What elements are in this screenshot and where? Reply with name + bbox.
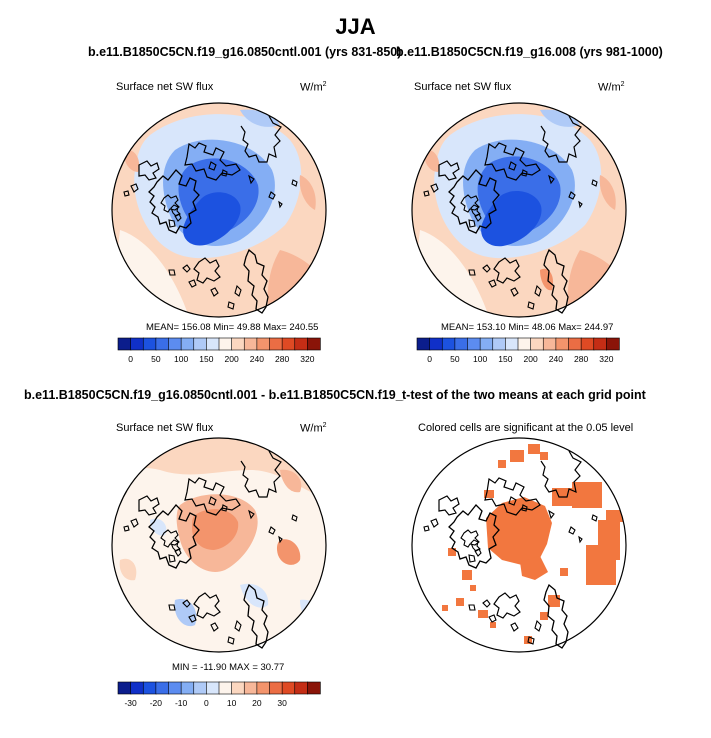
panel1-colorbar-swatch [269, 337, 283, 351]
panel4-map [411, 437, 627, 653]
panel3-colorbar-swatch [117, 681, 132, 695]
panel1-colorbar-swatch [117, 337, 132, 351]
panel2-colorbar-swatch [467, 337, 481, 351]
panel2-colorbar-swatch [416, 337, 431, 351]
panel1-stats: MEAN= 156.08 Min= 49.88 Max= 240.55 [146, 322, 319, 333]
panel2-colorbar-swatch [505, 337, 519, 351]
panel2-colorbar-swatch [530, 337, 544, 351]
panel2-colorbar-swatch [441, 337, 456, 351]
panel3-colorbar-tick-label: 20 [252, 698, 262, 708]
panel1-colorbar-swatch [307, 337, 321, 351]
panel3-colorbar-swatch [294, 681, 309, 695]
panel3-colorbar: -30 -20 -10 0 10 20 30 [117, 681, 321, 708]
panel1-colorbar-tick-label: 280 [275, 354, 289, 364]
panel2-colorbar-tick-label: 50 [450, 354, 460, 364]
panel1-colorbar-swatch [231, 337, 245, 351]
panel3-colorbar-swatch [168, 681, 182, 695]
panel3-colorbar-tick-label: -10 [175, 698, 188, 708]
panel3-colorbar-tick-label: 10 [227, 698, 237, 708]
panel2-subtitle: Surface net SW flux [414, 81, 512, 93]
panel2-colorbar: 0 50 100 150 200 240 280 320 [416, 337, 620, 364]
panel2-colorbar-tick-label: 200 [524, 354, 538, 364]
panel3-colorbar-swatch [193, 681, 208, 695]
panel3-colorbar-tick-label: 0 [204, 698, 209, 708]
panel3-colorbar-swatch [256, 681, 271, 695]
panel1-colorbar-swatch [294, 337, 309, 351]
panel2-colorbar-swatch [568, 337, 582, 351]
panel1-colorbar-tick-label: 150 [199, 354, 213, 364]
panel2-colorbar-tick-label: 240 [549, 354, 563, 364]
panel2-colorbar-swatch [429, 337, 443, 351]
panel1-colorbar-swatch [168, 337, 182, 351]
panel2-stats: MEAN= 153.10 Min= 48.06 Max= 244.97 [441, 322, 614, 333]
panel3-colorbar-swatch [231, 681, 245, 695]
panel2-colorbar-tick-label: 320 [599, 354, 613, 364]
panel2-colorbar-tick-label: 150 [498, 354, 512, 364]
panel3-colorbar-swatch [243, 681, 258, 695]
panel1-colorbar-tick-label: 320 [300, 354, 314, 364]
panel2-units: W/m2 [598, 81, 625, 94]
panel2-colorbar-swatch [542, 337, 557, 351]
panel4-subtitle: Colored cells are significant at the 0.0… [418, 422, 634, 434]
panel3-units: W/m2 [300, 422, 327, 435]
panel3-colorbar-swatch [269, 681, 283, 695]
panel3-title: b.e11.B1850C5CN.f19_g16.0850cntl.001 - b… [24, 388, 404, 402]
panel1-colorbar-swatch [180, 337, 195, 351]
panel1-colorbar-tick-label: 50 [151, 354, 161, 364]
panel1-colorbar-swatch [142, 337, 157, 351]
panel1-units: W/m2 [300, 81, 327, 94]
panel2-colorbar-swatch [454, 337, 469, 351]
panel1-title: b.e11.B1850C5CN.f19_g16.0850cntl.001 (yr… [88, 45, 402, 59]
panel1-colorbar-swatch [155, 337, 170, 351]
panel1-colorbar-swatch [256, 337, 271, 351]
panel1-colorbar-swatch [193, 337, 208, 351]
panel2-colorbar-swatch [555, 337, 570, 351]
panel2-colorbar-swatch [492, 337, 507, 351]
panel3-colorbar-tick-label: 30 [277, 698, 287, 708]
panel3-colorbar-tick-label: -30 [124, 698, 137, 708]
panel3-colorbar-swatch [218, 681, 233, 695]
panel1-colorbar-swatch [218, 337, 233, 351]
panel3-colorbar-swatch [307, 681, 321, 695]
panel3-colorbar-swatch [130, 681, 144, 695]
panel2-colorbar-swatch [580, 337, 595, 351]
panel3-colorbar-swatch [180, 681, 195, 695]
panel2-colorbar-swatch [606, 337, 620, 351]
panel3-colorbar-swatch [155, 681, 170, 695]
panel1-colorbar-tick-label: 100 [174, 354, 188, 364]
panel1-colorbar-tick-label: 200 [225, 354, 239, 364]
figure-title: JJA [335, 14, 376, 39]
panel3-colorbar-tick-label: -20 [150, 698, 163, 708]
panel2-colorbar-swatch [479, 337, 494, 351]
panel1-colorbar-swatch [243, 337, 258, 351]
panel3-colorbar-swatch [281, 681, 296, 695]
panel2-colorbar-tick-label: 0 [427, 354, 432, 364]
panel1-colorbar-tick-label: 240 [250, 354, 264, 364]
panel2-title: b.e11.B1850C5CN.f19_g16.008 (yrs 981-100… [396, 45, 663, 59]
panel1-colorbar-swatch [130, 337, 144, 351]
panel1-colorbar-swatch [206, 337, 220, 351]
panel4-title: t-test of the two means at each grid poi… [402, 388, 646, 402]
panel3-map [111, 437, 327, 653]
panel2-map [411, 102, 627, 318]
panel1-colorbar: 0 50 100 150 200 240 280 320 [117, 337, 321, 364]
panel3-subtitle: Surface net SW flux [116, 422, 214, 434]
panel3-stats: MIN = -11.90 MAX = 30.77 [172, 662, 285, 673]
panel1-colorbar-swatch [281, 337, 296, 351]
panel3-colorbar-swatch [142, 681, 157, 695]
panel2-colorbar-tick-label: 100 [473, 354, 487, 364]
panel1-map [111, 102, 327, 318]
panel2-colorbar-swatch [593, 337, 608, 351]
panel2-colorbar-tick-label: 280 [574, 354, 588, 364]
panel3-colorbar-swatch [206, 681, 220, 695]
panel1-subtitle: Surface net SW flux [116, 81, 214, 93]
panel1-colorbar-tick-label: 0 [128, 354, 133, 364]
panel2-colorbar-swatch [517, 337, 532, 351]
